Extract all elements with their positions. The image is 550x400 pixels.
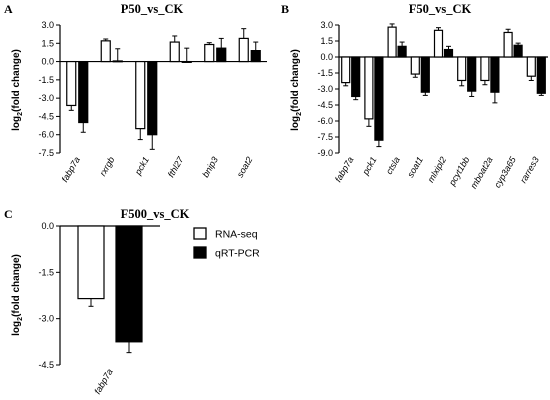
panel-a-bar-qrt-pcr: [181, 60, 192, 63]
panel-a-bar-qrt-pcr: [250, 49, 261, 63]
panel-b-category-label: mboat2a: [468, 155, 494, 190]
panel-b-category-label: soat1: [405, 155, 425, 179]
panel-a-y-tick-label: 1.5: [41, 38, 54, 48]
panel-b-y-tick-label: -1.5: [317, 68, 333, 78]
panel-b-category-label: fabp7a: [333, 155, 355, 184]
panel-b-bar-qrt-pcr: [397, 45, 407, 58]
panel-a-category-label: soat2: [235, 155, 255, 179]
panel-a-category-label: rxrgb: [98, 155, 117, 178]
panel-a-bar-qrt-pcr: [78, 60, 89, 124]
legend-swatch-qrt-pcr: [193, 246, 207, 259]
panel-label-b: B: [281, 2, 289, 16]
panel-a-bar-qrt-pcr: [147, 60, 158, 136]
panel-a-category-label: pck1: [132, 155, 151, 177]
panel-b-y-tick-label: 1.5: [320, 36, 333, 46]
panel-b-bar-rna-seq: [364, 56, 374, 120]
panel-b-category-label: cyp3a65: [492, 154, 518, 189]
panel-a-title: P50_vs_CK: [121, 2, 184, 16]
panel-a-y-tick-label: -4.5: [38, 111, 54, 121]
legend: RNA-seq qRT-PCR: [193, 227, 260, 260]
panel-a-bar-qrt-pcr: [112, 60, 123, 63]
panel-a-y-tick-label: -7.5: [38, 148, 54, 158]
panel-a-bar-rna-seq: [204, 43, 215, 63]
panel-b-bar-rna-seq: [457, 56, 467, 82]
panel-a-category-label: bnip3: [200, 155, 220, 179]
panel-a-y-tick-label: 0.0: [41, 57, 54, 67]
panel-b-bar-rna-seq: [433, 29, 444, 58]
panel-b-bar-rna-seq: [503, 31, 513, 58]
panel-a-category-label: fabp7a: [60, 155, 82, 184]
panel-b-y-tick-label: 3.0: [320, 20, 333, 30]
panel-c-y-tick-label: -4.5: [38, 360, 54, 370]
panel-b-bar-rna-seq: [341, 56, 351, 84]
panel-a-bar-rna-seq: [66, 60, 77, 107]
panel-b-category-label: pcyt1bb: [447, 155, 472, 188]
panel-c-y-tick-label: 0.0: [41, 221, 54, 231]
panel-c-category-label: fabp7a: [92, 367, 114, 396]
panel-b-bar-qrt-pcr: [536, 56, 546, 94]
panel-b-y-tick-label: -7.5: [317, 132, 333, 142]
panel-b-bar-qrt-pcr: [513, 44, 523, 58]
panel-a-y-tick-label: -1.5: [38, 75, 54, 85]
legend-label-qrt-pcr: qRT-PCR: [215, 248, 260, 260]
panel-b-bar-qrt-pcr: [490, 56, 500, 93]
panel-b-category-label: mlxipl2: [426, 155, 449, 184]
panel-label-a: A: [4, 2, 13, 16]
panel-a-y-axis-title: log2(fold change): [11, 49, 24, 131]
panel-c-bar-rna-seq: [77, 225, 105, 300]
panel-b-y-tick-label: -4.5: [317, 100, 333, 110]
panel-b-bar-rna-seq: [410, 56, 420, 75]
panel-b-bar-qrt-pcr: [443, 48, 454, 58]
panel-b-bar-qrt-pcr: [420, 56, 430, 93]
panel-b-y-tick-label: -9.0: [317, 148, 333, 158]
panel-b-bar-rna-seq: [480, 56, 490, 82]
panel-b-y-tick-label: -3.0: [317, 84, 333, 94]
panel-a-bar-rna-seq: [135, 60, 146, 130]
panel-b-title: F50_vs_CK: [409, 2, 472, 16]
panel-a-category-label: fthl27: [166, 154, 186, 179]
panel-b-bar-qrt-pcr: [374, 56, 384, 141]
panel-b-bar-qrt-pcr: [467, 56, 477, 92]
panel-b-bar-rna-seq: [526, 56, 536, 77]
panel-b-category-label: rarres3: [518, 155, 541, 185]
panel-a-bar-rna-seq: [238, 37, 249, 63]
panel-a-plot: -7.5 -6.0 -4.5 -3.0 -1.5 0.0 1.5 3.0 fabp7a rxrgb…: [38, 20, 267, 184]
panel-c-title: F500_vs_CK: [121, 207, 190, 221]
panel-a-bar-rna-seq: [100, 40, 111, 63]
panel-b-category-label: ctsla: [384, 155, 402, 176]
panel-b-y-tick-label: -6.0: [317, 116, 333, 126]
panel-a-y-tick-label: -3.0: [38, 93, 54, 103]
panel-c-y-tick-label: -1.5: [38, 267, 54, 277]
legend-swatch-rna-seq: [193, 227, 207, 240]
panel-b-y-axis-title: log2(fold change): [290, 49, 303, 131]
panel-c-y-tick-label: -3.0: [38, 314, 54, 324]
panel-a-bar-rna-seq: [169, 41, 180, 63]
legend-label-rna-seq: RNA-seq: [215, 229, 258, 241]
panel-label-c: C: [4, 207, 13, 221]
panel-b-y-tick-label: 0.0: [320, 52, 333, 62]
panel-c-plot: -4.5 -3.0 -1.5 0.0 fabp7a: [38, 221, 160, 396]
panel-b-bar-rna-seq: [387, 26, 397, 58]
panel-a-y-tick-label: 3.0: [41, 20, 54, 30]
panel-a-bar-qrt-pcr: [216, 47, 227, 63]
panel-b-category-label: pck1: [360, 155, 379, 177]
panel-a-y-tick-label: -6.0: [38, 130, 54, 140]
panel-c-bar-qrt-pcr: [115, 225, 143, 343]
panel-c-y-axis-title: log2(fold change): [11, 254, 24, 336]
panel-b-bar-qrt-pcr: [351, 56, 361, 98]
